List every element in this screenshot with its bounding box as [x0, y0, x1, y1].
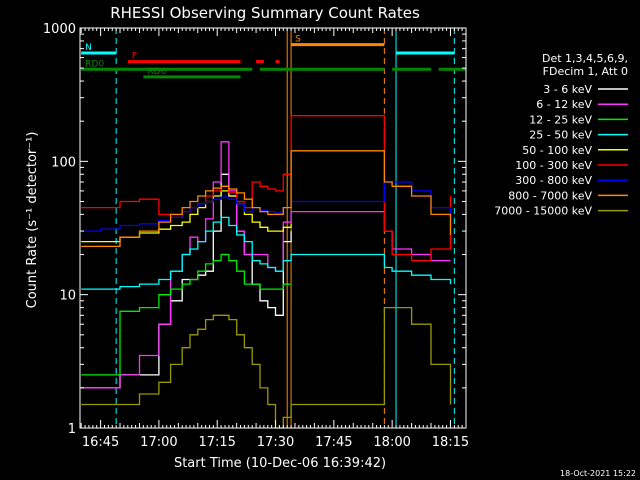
x-tick-label-5: 18:00 [373, 435, 410, 450]
state-label-S: S [295, 35, 301, 45]
legend-label-8: 7000 - 15000 keV [494, 205, 592, 218]
state-label-N: N [85, 43, 92, 53]
y-tick-label-0: 1 [68, 422, 76, 437]
legend: Det 1,3,4,5,6,9,FDecim 1, Att 0 3 - 6 keV… [494, 52, 628, 218]
legend-header-0: Det 1,3,4,5,6,9, [542, 52, 628, 65]
legend-label-3: 25 - 50 keV [529, 129, 592, 142]
legend-label-2: 12 - 25 keV [529, 113, 592, 126]
legend-label-4: 50 - 100 keV [522, 144, 592, 157]
legend-label-5: 100 - 300 keV [515, 159, 592, 172]
state-label-RD6: RD6 [147, 67, 166, 77]
y-tick-label-2: 100 [51, 155, 76, 170]
legend-label-7: 800 - 7000 keV [508, 189, 592, 202]
y-tick-label-1: 10 [59, 289, 76, 304]
x-tick-label-3: 17:30 [257, 435, 294, 450]
x-tick-label-4: 17:45 [315, 435, 352, 450]
x-tick-label-2: 17:15 [198, 435, 235, 450]
chart-title: RHESSI Observing Summary Count Rates [110, 4, 420, 22]
x-tick-label-1: 17:00 [140, 435, 177, 450]
timestamp: 18-Oct-2021 15:22 [560, 469, 636, 478]
series-line-8 [81, 306, 452, 429]
x-tick-label-6: 18:15 [432, 435, 469, 450]
series-line-2 [81, 253, 292, 376]
y-axis-label: Count Rate (s⁻¹ detector⁻¹) [25, 132, 40, 309]
x-axis-label: Start Time (10-Dec-06 16:39:42) [174, 456, 386, 471]
plot-frame [79, 27, 467, 429]
series-line-7 [81, 150, 452, 248]
state-label-RD0: RD0 [85, 59, 104, 69]
series-line-3 [81, 216, 452, 290]
x-tick-label-0: 16:45 [82, 435, 119, 450]
series-line-5 [81, 115, 452, 262]
legend-label-0: 3 - 6 keV [543, 83, 592, 96]
series-line-1 [81, 141, 451, 389]
series-line-4 [81, 190, 292, 243]
plot-area: N F S RD0 RD6 1 10 100 1000 16:45 17:00 17:15 17:30 1… [43, 22, 469, 450]
series-line-0 [81, 173, 292, 389]
state-label-F: F [132, 52, 137, 62]
legend-header-1: FDecim 1, Att 0 [543, 65, 628, 78]
y-tick-label-3: 1000 [43, 22, 76, 37]
legend-label-1: 6 - 12 keV [536, 98, 592, 111]
legend-label-6: 300 - 800 keV [515, 174, 592, 187]
series-line-6 [81, 181, 452, 232]
